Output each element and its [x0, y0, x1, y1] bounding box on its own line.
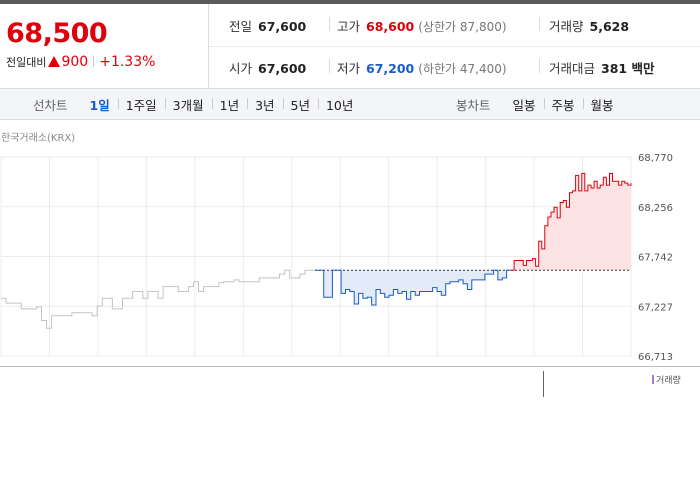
quote-summary: 68,500 전일대비 900 +1.33% 전일 67,600 고가 68,600 (상…: [0, 4, 700, 89]
tab-3m[interactable]: 3개월: [164, 95, 212, 114]
top-accent-line: [0, 0, 700, 4]
tab-1d[interactable]: 1일: [89, 97, 110, 113]
change-label: 전일대비: [6, 56, 47, 69]
volume-bar: [543, 371, 544, 397]
y-tick-label: 66,713: [638, 352, 673, 363]
stat-prev-close: 전일 67,600: [229, 16, 306, 35]
stat-trade-value: 거래대금 381 백만: [549, 58, 654, 77]
y-tick-label: 68,256: [638, 203, 673, 214]
below-prev-close-line: [315, 269, 511, 306]
stat-value: 67,600: [258, 19, 307, 34]
down-area-fill: [315, 270, 511, 305]
volume-legend-label: 거래량: [656, 376, 681, 386]
volume-legend: 거래량: [652, 373, 681, 386]
current-price: 68,500: [6, 18, 108, 49]
y-tick-label: 67,742: [638, 253, 673, 264]
up-area-fill: [511, 173, 631, 271]
stat-value: 381 백만: [601, 61, 655, 76]
up-triangle-icon: [48, 56, 61, 67]
chart-lines: [1, 172, 632, 329]
divider: [329, 59, 330, 73]
stat-label: 거래량: [549, 19, 584, 34]
y-tick-label: 68,770: [638, 153, 673, 164]
tab-monthly[interactable]: 월봉: [582, 95, 622, 114]
tab-weekly[interactable]: 주봉: [543, 95, 583, 114]
candle-chart-label: 봉차트: [456, 97, 491, 113]
data-source-label: 한국거래소(KRX): [1, 132, 75, 144]
line-chart-tabs: 선차트 1일 1주일 3개월 1년 3년 5년 10년: [33, 89, 361, 119]
tab-daily[interactable]: 일봉: [512, 97, 536, 113]
stat-value: 68,600: [366, 19, 415, 34]
stat-value: 67,600: [258, 61, 307, 76]
stat-label: 고가: [337, 19, 361, 34]
stat-label: 전일: [229, 19, 253, 34]
volume-strip: 거래량: [0, 367, 700, 397]
tab-5y[interactable]: 5년: [282, 95, 318, 114]
stat-value: 5,628: [589, 19, 630, 34]
stat-volume: 거래량 5,628: [549, 16, 629, 35]
tab-3y[interactable]: 3년: [247, 95, 282, 114]
chart-grid: [0, 156, 632, 357]
change-percent: +1.33%: [99, 54, 156, 70]
stat-label: 저가: [337, 61, 361, 76]
stat-label: 거래대금: [549, 61, 596, 76]
divider: [539, 59, 540, 73]
tab-1w[interactable]: 1주일: [117, 95, 165, 114]
stats-row-2: 시가 67,600 저가 67,200 (하한가 47,400) 거래대금 381 백만: [209, 46, 700, 88]
divider: [539, 17, 540, 31]
divider: [93, 56, 95, 67]
change-value: 900: [61, 54, 89, 70]
prev-session-line: [1, 269, 315, 329]
stat-low: 저가 67,200 (하한가 47,400): [337, 58, 507, 77]
lower-limit: (하한가 47,400): [418, 62, 507, 76]
tab-1y[interactable]: 1년: [211, 95, 247, 114]
price-chart: 68,770 68,256 67,742 67,227 66,713 한국거래소(KRX…: [0, 120, 700, 367]
stat-value: 67,200: [366, 61, 415, 76]
chart-period-tabs: 선차트 1일 1주일 3개월 1년 3년 5년 10년 봉차트 일봉 주봉 월봉: [0, 89, 700, 120]
line-chart-label: 선차트: [33, 97, 68, 113]
stat-open: 시가 67,600: [229, 58, 306, 77]
change-row: 전일대비 900 +1.33%: [6, 54, 155, 70]
price-box: 68,500 전일대비 900 +1.33%: [0, 4, 209, 88]
upper-limit: (상한가 87,800): [418, 20, 507, 34]
stat-label: 시가: [229, 61, 253, 76]
stat-high: 고가 68,600 (상한가 87,800): [337, 16, 507, 35]
tab-10y[interactable]: 10년: [317, 95, 361, 114]
divider: [329, 17, 330, 31]
y-tick-label: 67,227: [638, 302, 673, 313]
volume-legend-swatch: [652, 375, 654, 384]
price-chart-svg: 68,770 68,256 67,742 67,227 66,713 한국거래소(KRX…: [0, 132, 673, 363]
stats-panel: 전일 67,600 고가 68,600 (상한가 87,800) 거래량 5,628 시…: [209, 4, 700, 88]
candle-chart-tabs: 봉차트 일봉 주봉 월봉: [456, 89, 622, 119]
above-prev-close-line: [511, 172, 632, 271]
chart-fills: [315, 173, 631, 305]
y-axis-ticks: 68,770 68,256 67,742 67,227 66,713: [638, 153, 673, 363]
stats-row-1: 전일 67,600 고가 68,600 (상한가 87,800) 거래량 5,628: [209, 4, 700, 47]
